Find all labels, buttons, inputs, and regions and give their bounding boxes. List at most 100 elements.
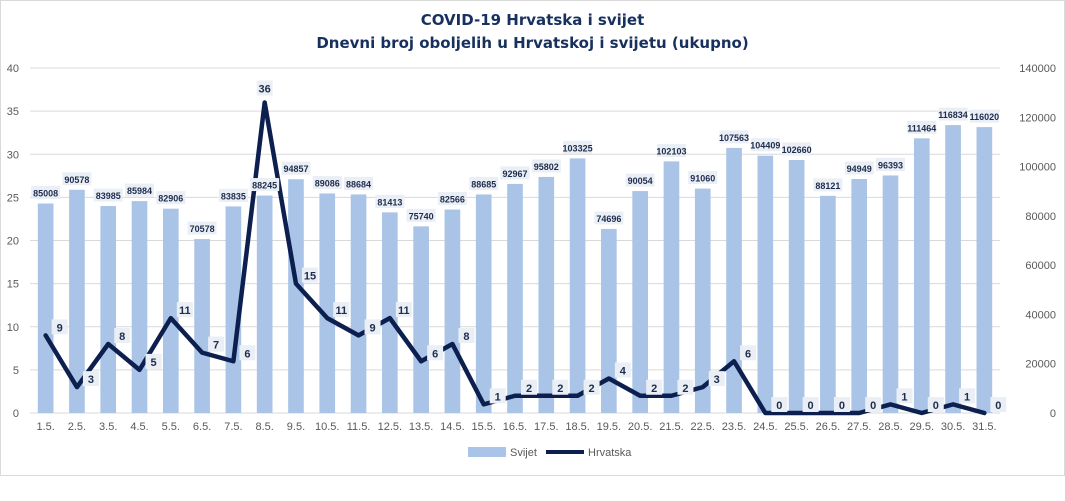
bar-svijet: [131, 201, 148, 413]
bar-label-bg: [250, 178, 280, 192]
line-data-label: 0: [933, 400, 939, 412]
x-tick-label: 12.5.: [378, 421, 402, 433]
bar-data-label: 88685: [471, 179, 496, 189]
bar-data-label: 85008: [33, 189, 58, 199]
bar-label-bg: [875, 157, 905, 171]
line-label-bg: [521, 379, 537, 395]
line-data-label: 0: [839, 400, 845, 412]
x-tick-label: 10.5.: [315, 421, 339, 433]
bar-data-label: 90578: [64, 175, 89, 185]
bar-label-bg: [719, 130, 749, 144]
line-data-label: 8: [463, 331, 469, 343]
bar-svijet: [632, 191, 648, 413]
line-hrvatska: [43, 100, 987, 416]
line-data-label: 9: [369, 322, 375, 334]
x-tick-label: 3.5.: [99, 421, 117, 433]
y-left-tick-label: 40: [7, 63, 19, 75]
line-label-bg: [708, 371, 725, 387]
chart-title: COVID-19 Hrvatska i svijet: [420, 11, 645, 29]
bar-label-bg: [375, 194, 405, 208]
line-label-bg: [771, 397, 788, 412]
bar-data-label: 103325: [563, 143, 593, 153]
bar-label-bg: [656, 143, 686, 157]
bar-svijet: [851, 179, 868, 413]
bar-data-label: 88684: [346, 179, 371, 189]
bar-label-bg: [813, 178, 843, 192]
bar-svijet: [694, 188, 711, 413]
x-tick-label: 22.5.: [691, 421, 715, 433]
line-data-label: 0: [870, 400, 876, 412]
x-tick-label: 13.5.: [409, 421, 433, 433]
line-label-bg: [614, 362, 631, 378]
line-label-bg: [583, 379, 600, 395]
bar-data-label: 89086: [315, 178, 340, 188]
x-tick-label: 18.5.: [565, 421, 589, 433]
x-tick-label: 20.5.: [628, 421, 652, 433]
line-data-label: 0: [808, 400, 814, 412]
x-tick-label: 26.5.: [816, 421, 840, 433]
bar-label-bg: [531, 159, 561, 173]
bar-svijet: [757, 155, 774, 413]
line-data-label: 15: [304, 271, 316, 283]
bar-svijet: [538, 176, 555, 413]
line-data-label: 2: [526, 383, 532, 395]
bar-data-label: 90054: [628, 176, 653, 186]
bar-data-label: 104409: [750, 141, 780, 151]
line-label-bg: [677, 379, 694, 395]
bar-svijet: [444, 209, 461, 413]
bar-data-label: 102103: [656, 146, 686, 156]
bar-label-bg: [344, 176, 374, 190]
line-data-label: 6: [244, 348, 250, 360]
bar-svijet: [945, 125, 961, 413]
x-tick-label: 7.5.: [224, 421, 242, 433]
line-data-label: 0: [776, 400, 782, 412]
line-label-bg: [333, 302, 350, 318]
line-data-label: 5: [150, 357, 156, 369]
bar-svijet: [162, 208, 179, 413]
line-data-label: 36: [259, 84, 271, 96]
line-data-label: 2: [557, 383, 563, 395]
line-data-label: 3: [88, 374, 94, 386]
line-label-bg: [301, 267, 318, 283]
bar-label-bg: [156, 191, 186, 205]
bar-svijet: [820, 195, 836, 413]
line-data-label: 11: [398, 305, 410, 317]
x-tick-label: 15.5.: [471, 421, 495, 433]
x-tick-label: 9.5.: [287, 421, 305, 433]
bar-data-label: 85984: [127, 186, 152, 196]
line-label-bg: [114, 328, 131, 343]
bar-label-bg: [312, 175, 342, 189]
line-label-bg: [646, 379, 663, 395]
bar-data-label: 96393: [878, 160, 903, 170]
chart-subtitle: Dnevni broj oboljelih u Hrvatskoj i svij…: [316, 34, 749, 52]
line-label-bg: [256, 80, 273, 96]
bar-svijet: [882, 175, 899, 413]
bar-data-label: 95802: [534, 162, 559, 172]
x-tick-label: 8.5.: [255, 421, 273, 433]
y-left-tick-label: 5: [13, 365, 19, 377]
x-tick-label: 29.5.: [910, 421, 934, 433]
y-left-tick-label: 35: [7, 106, 19, 118]
line-data-label: 0: [995, 400, 1001, 412]
bar-label-bg: [938, 107, 968, 121]
line-label-bg: [82, 371, 99, 387]
line-label-bg: [51, 319, 68, 335]
bar-data-label: 116834: [938, 110, 968, 120]
bar-label-bg: [782, 142, 812, 156]
line-label-bg: [176, 302, 193, 318]
line-data-label: 11: [335, 305, 347, 317]
legend-label-svijet: Svijet: [510, 447, 537, 459]
line-label-bg: [239, 345, 256, 361]
line-data-label: 7: [213, 340, 219, 352]
bar-data-label: 116020: [970, 112, 1000, 122]
bar-data-label: 82906: [158, 194, 183, 204]
bar-svijet: [601, 228, 617, 413]
bar-label-bg: [563, 140, 593, 154]
bar-svijet: [194, 239, 210, 413]
x-tick-label: 19.5.: [597, 421, 621, 433]
legend-swatch-svijet: [468, 447, 506, 457]
line-label-bg: [833, 397, 850, 412]
line-label-bg: [865, 397, 882, 412]
line-data-label: 1: [964, 391, 970, 403]
